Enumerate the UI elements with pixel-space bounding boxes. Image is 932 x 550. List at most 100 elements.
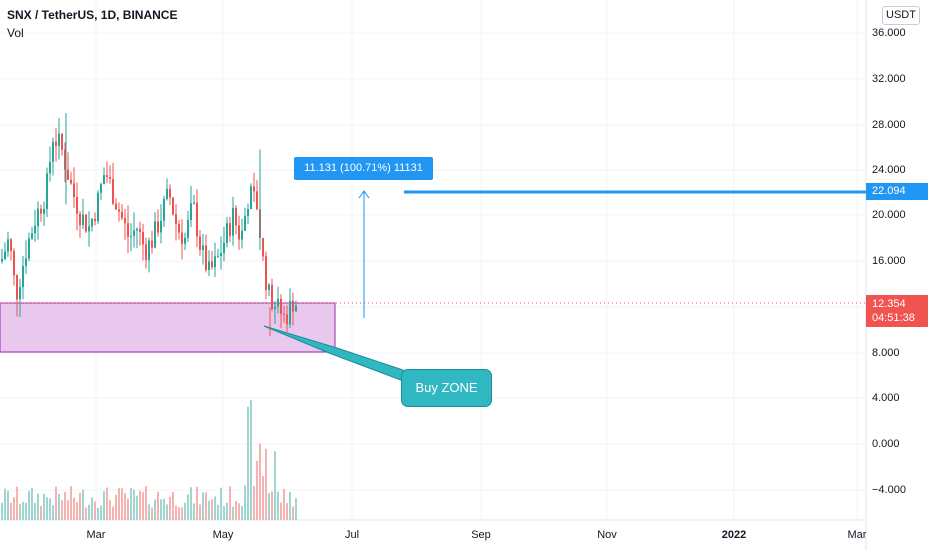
target-price-tag: 22.094 — [866, 183, 928, 200]
buy-zone-callout[interactable]: Buy ZONE — [401, 369, 492, 407]
candle-body — [97, 192, 99, 222]
currency-button[interactable]: USDT — [882, 6, 920, 25]
volume-bar — [91, 497, 93, 520]
volume-bar — [70, 486, 72, 520]
candle-body — [235, 207, 237, 226]
candle-body — [169, 188, 171, 198]
candle-body — [16, 275, 18, 300]
candle-body — [61, 133, 63, 150]
grid — [0, 0, 866, 520]
candle-body — [136, 228, 138, 231]
x-tick-label: May — [212, 529, 234, 541]
candle-body — [64, 149, 66, 170]
volume-bar — [157, 491, 159, 520]
candle-body — [142, 232, 144, 245]
volume-bar — [28, 490, 30, 520]
volume-bar — [82, 489, 84, 520]
y-tick-label: 24.000 — [872, 164, 906, 176]
candle-body — [106, 174, 108, 178]
volume-label[interactable]: Vol — [7, 26, 24, 40]
x-tick-label: Sep — [471, 529, 491, 541]
volume-bar — [7, 490, 9, 520]
volume-bar — [25, 502, 27, 520]
candle-body — [37, 208, 39, 226]
candlesticks — [1, 113, 297, 336]
candle-body — [145, 244, 147, 260]
volume-bar — [115, 494, 117, 520]
volume-bar — [277, 491, 279, 520]
symbol-title[interactable]: SNX / TetherUS, 1D, BINANCE — [7, 8, 178, 22]
candle-body — [217, 255, 219, 257]
volume-bar — [142, 492, 144, 520]
volume-bar — [211, 499, 213, 520]
x-tick-label: Mar — [86, 529, 106, 541]
candle-body — [13, 251, 15, 276]
candle-body — [187, 220, 189, 238]
candle-body — [73, 183, 75, 197]
candle-body — [28, 238, 30, 259]
last-price-value: 12.354 — [872, 298, 906, 310]
candle-body — [100, 184, 102, 193]
volume-bar — [133, 489, 135, 520]
candle-body — [238, 225, 240, 240]
volume-bar — [280, 502, 282, 520]
volume-bar — [106, 487, 108, 520]
volume-bar — [235, 501, 237, 520]
volume-bar — [247, 406, 249, 520]
volume-bar — [145, 486, 147, 520]
candle-body — [181, 232, 183, 244]
volume-bar — [160, 499, 162, 520]
candle-body — [124, 218, 126, 224]
volume-bar — [190, 487, 192, 520]
volume-bar — [67, 500, 69, 520]
volume-bar — [76, 502, 78, 520]
candle-body — [274, 306, 276, 310]
candle-body — [268, 284, 270, 290]
volume-bar — [265, 448, 267, 520]
volume-bar — [19, 503, 21, 520]
volume-bar — [97, 507, 99, 520]
candle-body — [211, 261, 213, 268]
volume-bar — [250, 399, 252, 520]
volume-bar — [130, 487, 132, 520]
volume-bar — [16, 486, 18, 520]
volume-bar — [292, 506, 294, 520]
volume-bar — [184, 502, 186, 520]
volume-bar — [154, 499, 156, 520]
y-tick-label: 36.000 — [872, 27, 906, 39]
candle-body — [196, 202, 198, 237]
candle-body — [88, 226, 90, 232]
candle-body — [10, 239, 12, 252]
candle-body — [103, 174, 105, 185]
candle-body — [280, 298, 282, 314]
volume-bar — [1, 502, 3, 520]
candle-body — [55, 141, 57, 146]
volume-bar — [61, 500, 63, 520]
volume-bar — [226, 502, 228, 520]
y-tick-label: 32.000 — [872, 73, 906, 85]
candle-body — [244, 216, 246, 231]
candle-body — [34, 225, 36, 234]
candle-body — [232, 207, 234, 236]
candle-body — [250, 186, 252, 210]
candle-body — [76, 196, 78, 214]
volume-bar — [148, 504, 150, 520]
candle-body — [85, 214, 87, 232]
candle-body — [190, 203, 192, 221]
volume-bar — [139, 490, 141, 520]
volume-bar — [112, 506, 114, 520]
volume-bar — [52, 505, 54, 520]
volume-bar — [31, 487, 33, 520]
volume-bar — [262, 476, 264, 520]
candle-body — [271, 284, 273, 310]
candle-body — [208, 261, 210, 271]
candle-body — [7, 239, 9, 252]
measure-label[interactable]: 11.131 (100.71%) 11131 — [294, 157, 433, 180]
buy-zone-rectangle[interactable] — [0, 302, 336, 353]
candle-body — [94, 218, 96, 222]
volume-bar — [187, 494, 189, 520]
candle-body — [265, 256, 267, 290]
candle-body — [31, 233, 33, 239]
volume-bar — [43, 493, 45, 520]
